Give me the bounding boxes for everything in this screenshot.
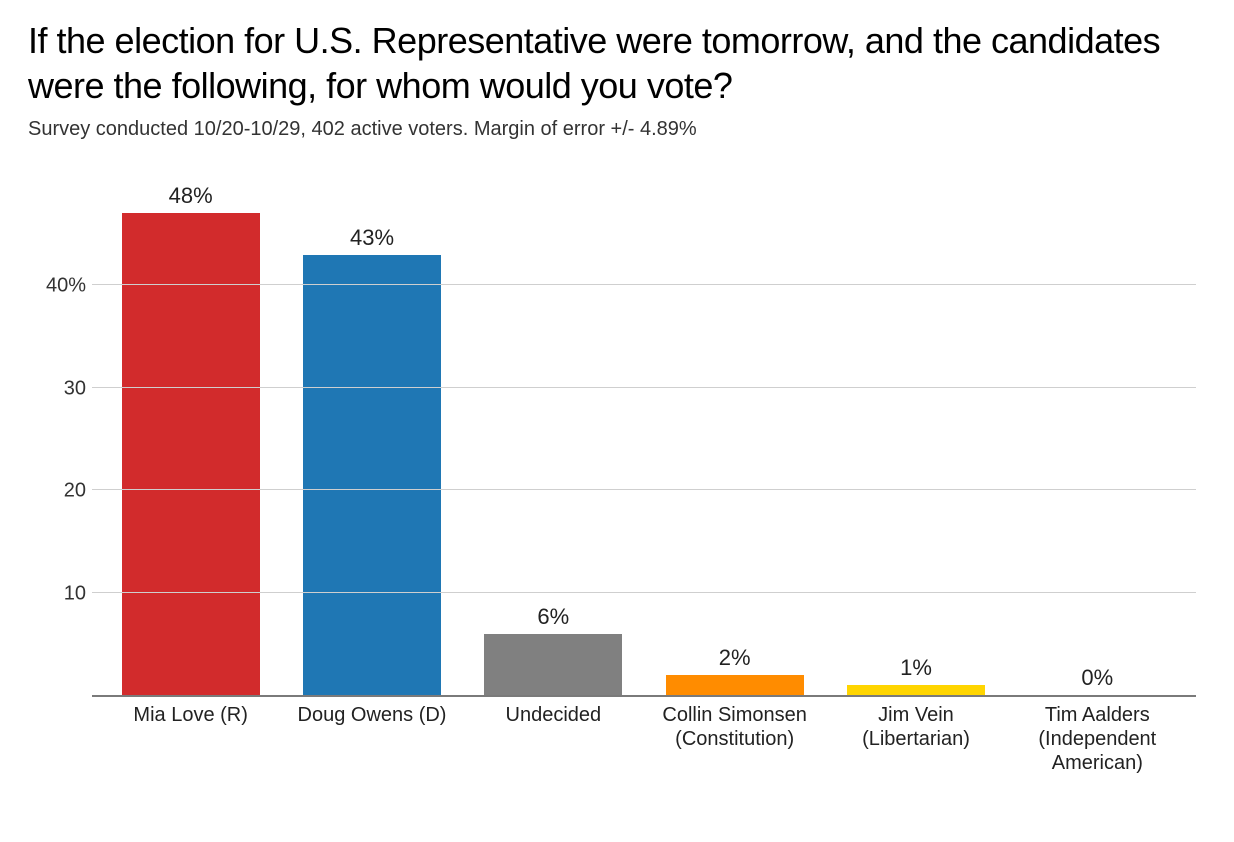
bar [847, 685, 985, 695]
x-axis-labels: Mia Love (R)Doug Owens (D)UndecidedColli… [92, 703, 1196, 775]
x-axis-label: Jim Vein (Libertarian) [825, 703, 1006, 775]
bar-value-label: 48% [169, 183, 213, 209]
bar-slot: 0% [1007, 183, 1188, 695]
x-axis-label: Collin Simonsen (Constitution) [644, 703, 825, 775]
y-axis: 10 20 30 40% [28, 147, 92, 787]
bar-slot: 2% [644, 183, 825, 695]
bar-slot: 1% [825, 183, 1006, 695]
bars-group: 48% 43% 6% 2% 1% 0% [92, 183, 1196, 695]
bar [303, 255, 441, 695]
y-tick-label: 30 [64, 377, 86, 400]
bar-value-label: 2% [719, 645, 751, 671]
y-tick-label: 40% [46, 274, 86, 297]
x-axis-label: Mia Love (R) [100, 703, 281, 775]
bar-slot: 48% [100, 183, 281, 695]
gridline [92, 284, 1196, 285]
bar-value-label: 6% [537, 604, 569, 630]
bar [666, 675, 804, 695]
plot-area: 48% 43% 6% 2% 1% 0% Mia Love (R)Doug Owens (D… [92, 147, 1196, 787]
bar-slot: 6% [463, 183, 644, 695]
bar-value-label: 0% [1081, 665, 1113, 691]
x-axis-label: Doug Owens (D) [281, 703, 462, 775]
bar-value-label: 43% [350, 225, 394, 251]
y-tick-label: 20 [64, 480, 86, 503]
gridline [92, 387, 1196, 388]
chart-area: 10 20 30 40% 48% 43% 6% 2% 1% 0% Mia Love (R)Dou… [28, 147, 1206, 787]
gridline [92, 592, 1196, 593]
bar [484, 634, 622, 695]
y-tick-label: 10 [64, 583, 86, 606]
plot-inner: 48%43%6%2%1%0% Mia Love (R)Doug Owens (D… [92, 183, 1196, 697]
bar-value-label: 1% [900, 655, 932, 681]
gridline [92, 489, 1196, 490]
chart-subtitle: Survey conducted 10/20-10/29, 402 active… [28, 118, 1206, 141]
bar-slot: 43% [281, 183, 462, 695]
x-axis-label: Undecided [463, 703, 644, 775]
chart-title: If the election for U.S. Representative … [28, 18, 1206, 108]
x-axis-label: Tim Aalders (Independent American) [1007, 703, 1188, 775]
chart-container: If the election for U.S. Representative … [0, 0, 1234, 842]
